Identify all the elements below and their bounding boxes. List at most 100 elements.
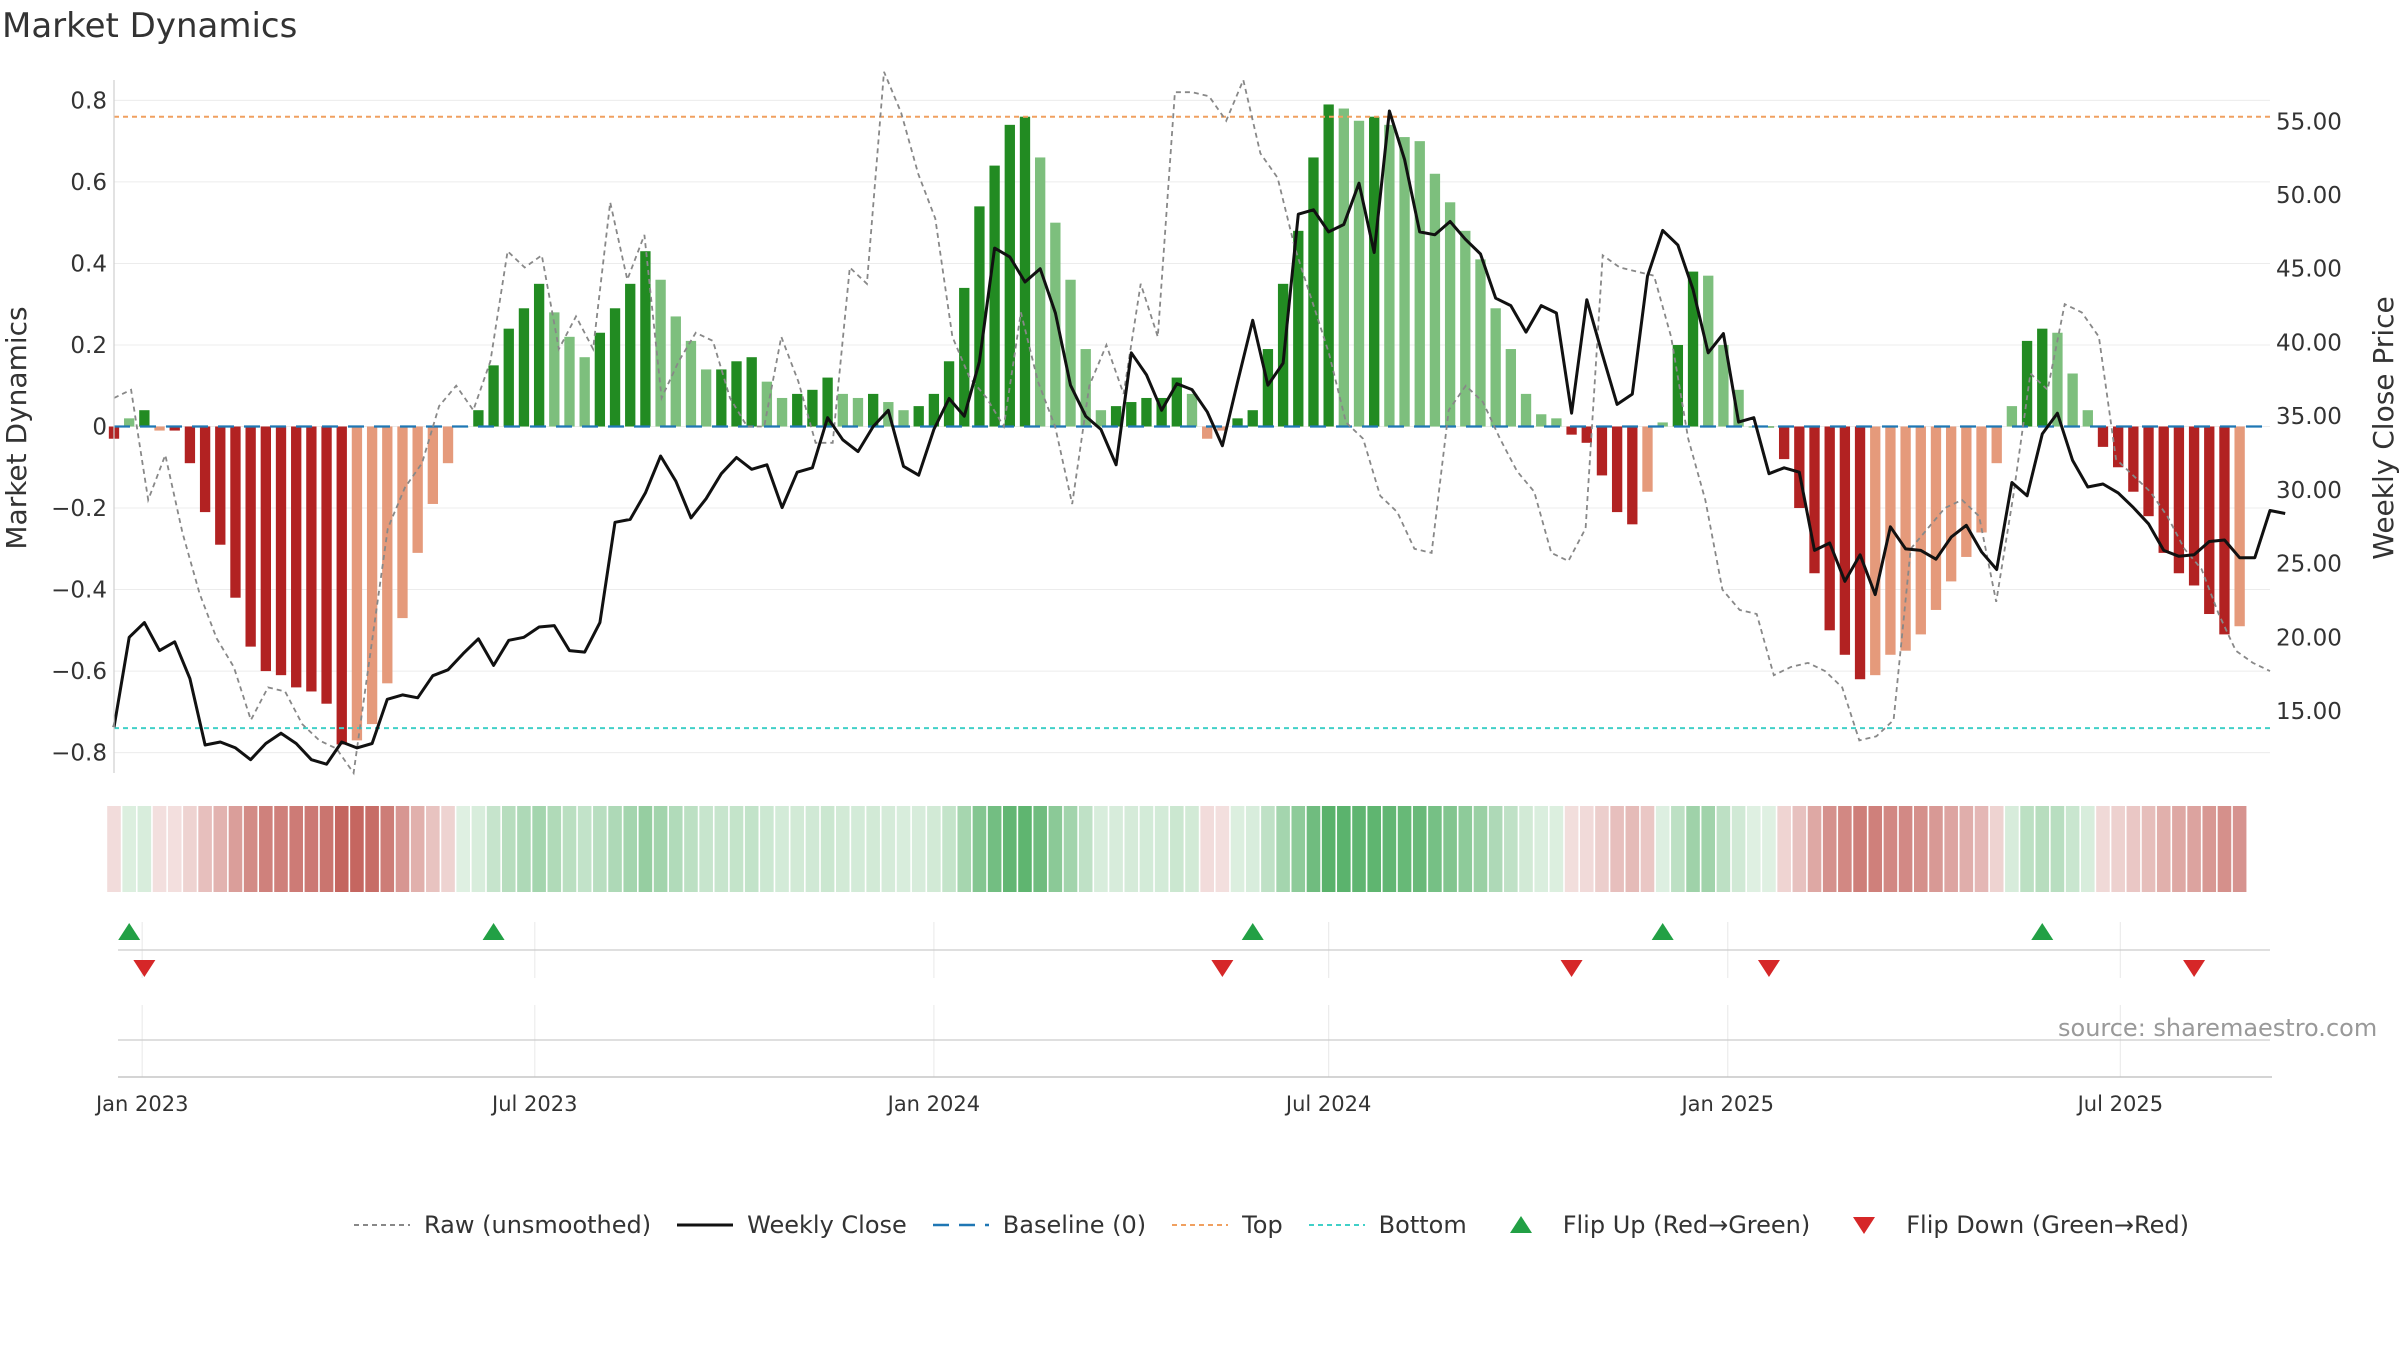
flip-down-marker bbox=[1757, 960, 1780, 977]
legend-item: Flip Down (Green→Red) bbox=[1834, 1211, 2189, 1239]
intensity-cell bbox=[1276, 806, 1290, 892]
dynamics-bar bbox=[1262, 349, 1274, 427]
dotted-teal-line-icon bbox=[1308, 1224, 1365, 1226]
intensity-cell bbox=[1504, 806, 1518, 892]
intensity-cell bbox=[1382, 806, 1397, 892]
intensity-cell bbox=[1154, 806, 1169, 892]
intensity-cell bbox=[2141, 806, 2156, 892]
dynamics-bar bbox=[807, 389, 818, 427]
dynamics-bar bbox=[670, 316, 681, 427]
grid-layer bbox=[114, 99, 2270, 1077]
intensity-cell bbox=[866, 806, 880, 892]
dynamics-bar bbox=[2113, 426, 2124, 468]
dynamics-bar bbox=[1976, 426, 1987, 533]
y-tick-label: 0.8 bbox=[70, 88, 107, 114]
dynamics-bar bbox=[518, 308, 530, 427]
legend-label: Weekly Close bbox=[747, 1211, 907, 1239]
dynamics-bar bbox=[1323, 104, 1334, 427]
intensity-cell bbox=[1853, 806, 1867, 892]
flip-up-marker bbox=[1241, 923, 1264, 940]
y2-tick-label: 50.00 bbox=[2276, 183, 2342, 209]
intensity-cell bbox=[1185, 806, 1199, 892]
dynamics-bar bbox=[1566, 426, 1577, 435]
intensity-cell bbox=[1822, 806, 1837, 892]
dynamics-bar bbox=[1520, 393, 1532, 427]
intensity-cell bbox=[1033, 806, 1047, 892]
dashed-blue-line-icon bbox=[932, 1223, 989, 1227]
intensity-cell bbox=[2005, 806, 2019, 892]
dynamics-bar bbox=[655, 279, 666, 427]
intensity-cell bbox=[2232, 806, 2247, 892]
intensity-cell bbox=[334, 806, 349, 892]
intensity-cell bbox=[957, 806, 972, 892]
dynamics-bar bbox=[1642, 426, 1653, 492]
dynamics-bar bbox=[1809, 426, 1820, 574]
intensity-cell bbox=[1124, 806, 1139, 892]
intensity-cell bbox=[198, 806, 212, 892]
intensity-cell bbox=[1291, 806, 1306, 892]
intensity-cell bbox=[2081, 806, 2095, 892]
dynamics-bar bbox=[275, 426, 287, 676]
intensity-cell bbox=[835, 806, 850, 892]
dynamics-bar bbox=[215, 426, 226, 545]
flip-up-marker bbox=[118, 923, 141, 940]
dynamics-bar bbox=[1171, 377, 1182, 427]
intensity-cell bbox=[456, 806, 471, 892]
intensity-cell bbox=[1655, 806, 1670, 892]
legend-item: Bottom bbox=[1307, 1211, 1467, 1239]
intensity-cell bbox=[668, 806, 683, 892]
intensity-cell bbox=[1792, 806, 1807, 892]
x-tick-label: Jan 2025 bbox=[1679, 1092, 1774, 1116]
intensity-cell bbox=[1337, 806, 1351, 892]
intensity-cell bbox=[577, 806, 592, 892]
intensity-cell bbox=[426, 806, 440, 892]
y2-tick-label: 20.00 bbox=[2276, 625, 2342, 651]
intensity-cell bbox=[1352, 806, 1366, 892]
dynamics-bar bbox=[1672, 344, 1684, 427]
intensity-cell bbox=[1139, 806, 1154, 892]
y-tick-label: −0.8 bbox=[51, 741, 107, 767]
dynamics-bar bbox=[852, 397, 864, 427]
dynamics-bar bbox=[1369, 116, 1380, 427]
dynamics-bar bbox=[1763, 426, 1775, 428]
flip-down-marker bbox=[1560, 960, 1583, 977]
dynamics-bars bbox=[108, 104, 2245, 745]
dynamics-bar bbox=[169, 426, 180, 431]
dynamics-bar bbox=[2097, 426, 2109, 447]
dynamics-bar bbox=[1611, 426, 1623, 513]
intensity-cell bbox=[1245, 806, 1260, 892]
intensity-cell bbox=[501, 806, 516, 892]
intensity-cell bbox=[684, 806, 698, 892]
dynamics-bar bbox=[1915, 426, 1926, 635]
y-tick-label: 0.4 bbox=[70, 251, 107, 277]
dynamics-bar bbox=[1733, 389, 1744, 427]
intensity-cell bbox=[167, 806, 182, 892]
dynamics-bar bbox=[822, 377, 833, 427]
dynamics-bar bbox=[503, 328, 514, 427]
dynamics-bar bbox=[685, 340, 697, 427]
intensity-cell bbox=[1686, 806, 1700, 892]
weekly-close-line bbox=[112, 109, 2286, 766]
intensity-cell bbox=[1367, 806, 1381, 892]
intensity-cell bbox=[2202, 806, 2217, 892]
legend-item: Flip Up (Red→Green) bbox=[1491, 1211, 1810, 1239]
dynamics-bar bbox=[366, 426, 378, 725]
intensity-cell bbox=[122, 806, 136, 892]
dynamics-bar bbox=[2173, 426, 2185, 574]
legend-item: Raw (unsmoothed) bbox=[352, 1211, 651, 1239]
dynamics-bar bbox=[1156, 397, 1167, 427]
intensity-cell bbox=[2126, 806, 2141, 892]
dashed-gray-line-icon bbox=[354, 1224, 410, 1226]
intensity-cell bbox=[441, 806, 455, 892]
intensity-cell bbox=[608, 806, 622, 892]
dynamics-bar bbox=[1900, 426, 1911, 651]
y2-tick-label: 40.00 bbox=[2276, 330, 2342, 356]
intensity-cell bbox=[1458, 806, 1473, 892]
y-tick-label: −0.4 bbox=[51, 578, 107, 604]
legend-label: Top bbox=[1242, 1211, 1283, 1239]
intensity-cell bbox=[729, 806, 744, 892]
intensity-cell bbox=[304, 806, 319, 892]
legend-label: Raw (unsmoothed) bbox=[424, 1211, 652, 1239]
dynamics-bar bbox=[1475, 259, 1486, 427]
dynamics-bar bbox=[2067, 373, 2078, 427]
